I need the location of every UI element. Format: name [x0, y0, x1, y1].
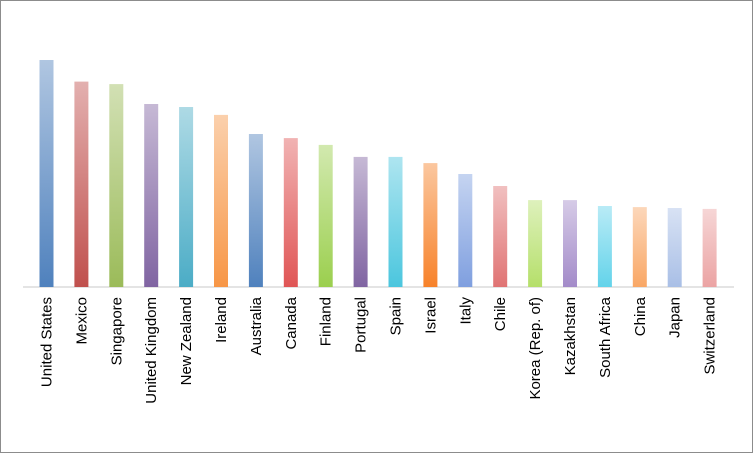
- x-tick-label: Spain: [388, 297, 405, 335]
- x-tick-label: Singapore: [108, 297, 125, 365]
- x-tick-label: South Africa: [597, 296, 614, 378]
- bar-israel: [423, 163, 438, 287]
- bar-korea-rep-of: [528, 200, 543, 287]
- x-tick-label: Japan: [667, 297, 684, 338]
- bar-united-states: [39, 60, 54, 287]
- bar-australia: [248, 134, 263, 287]
- x-tick-label: Australia: [248, 296, 265, 355]
- bar-mexico: [74, 81, 89, 287]
- x-tick-label: Mexico: [73, 297, 90, 345]
- bars: [39, 60, 717, 288]
- x-tick-label: New Zealand: [178, 297, 195, 385]
- bar-japan: [667, 208, 682, 287]
- x-tick-label: China: [632, 296, 649, 336]
- bar-south-africa: [597, 206, 612, 287]
- bar-chile: [493, 186, 508, 287]
- bar-china: [632, 207, 647, 287]
- x-tick-label: Switzerland: [702, 297, 719, 375]
- x-tick-label: Israel: [422, 297, 439, 334]
- bar-spain: [388, 156, 403, 287]
- x-tick-label: Italy: [457, 297, 474, 325]
- bar-switzerland: [702, 208, 717, 287]
- x-tick-label: Kazakhstan: [562, 297, 579, 375]
- bar-singapore: [109, 84, 124, 287]
- bar-united-kingdom: [144, 104, 159, 287]
- x-tick-label: United States: [39, 297, 56, 387]
- bar-ireland: [214, 114, 228, 288]
- x-tick-label: Ireland: [213, 297, 230, 343]
- bar-finland: [318, 144, 333, 287]
- x-tick-label: Korea (Rep. of): [527, 297, 544, 400]
- bar-italy: [458, 174, 473, 287]
- x-tick-label: Finland: [318, 297, 335, 346]
- bar-new-zealand: [179, 107, 194, 287]
- bar-kazakhstan: [563, 200, 577, 287]
- category-labels: United States Mexico Singapore United Kingd…: [39, 296, 719, 403]
- x-tick-label: Chile: [492, 297, 509, 331]
- bar-portugal: [353, 156, 368, 287]
- x-tick-label: United Kingdom: [143, 297, 160, 404]
- x-tick-label: Canada: [283, 296, 300, 349]
- x-tick-label: Portugal: [353, 297, 370, 353]
- bar-canada: [283, 138, 298, 287]
